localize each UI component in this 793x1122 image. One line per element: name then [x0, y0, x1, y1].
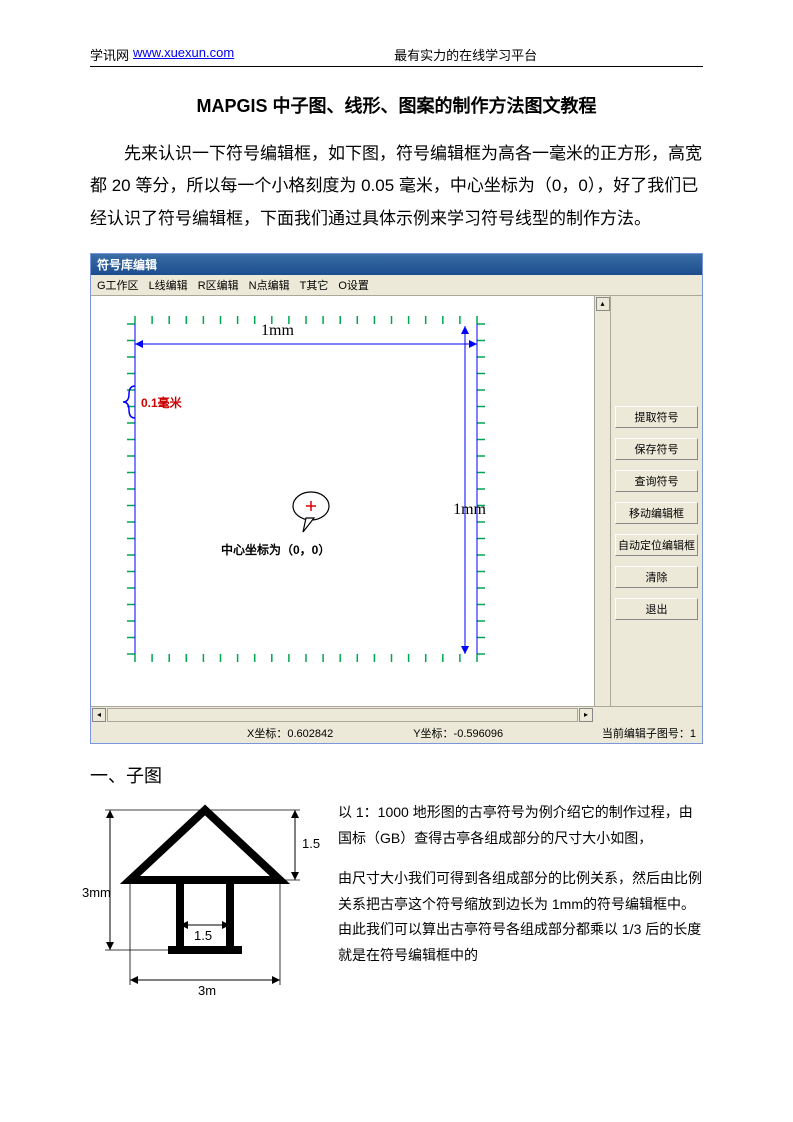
scroll-right-icon[interactable]: ▸	[579, 708, 593, 722]
statusbar: X坐标：0.602842 Y坐标：-0.596096 当前编辑子图号：1	[91, 723, 702, 743]
menu-point-edit[interactable]: N点编辑	[249, 277, 290, 293]
dim-total-h: 3mm	[82, 885, 112, 900]
site-label: 学讯网	[90, 45, 129, 64]
btn-auto-locate[interactable]: 自动定位编辑框	[615, 534, 698, 556]
window-titlebar: 符号库编辑	[91, 254, 702, 275]
tick-label: 0.1毫米	[141, 394, 182, 411]
symbol-editor-window: 符号库编辑 G工作区 L线编辑 R区编辑 N点编辑 T其它 O设置	[90, 253, 703, 744]
section1-para2: 由尺寸大小我们可得到各组成部分的比例关系，然后由比例关系把古亭这个符号缩放到边长…	[338, 866, 703, 970]
btn-move-frame[interactable]: 移动编辑框	[615, 502, 698, 524]
dim-label-right: 1mm	[453, 501, 486, 519]
btn-clear[interactable]: 清除	[615, 566, 698, 588]
btn-exit[interactable]: 退出	[615, 598, 698, 620]
menubar: G工作区 L线编辑 R区编辑 N点编辑 T其它 O设置	[91, 275, 702, 296]
menu-settings[interactable]: O设置	[338, 277, 369, 293]
menu-workspace[interactable]: G工作区	[97, 277, 139, 293]
dim-roof-h: 1.5	[302, 836, 320, 851]
side-panel: 提取符号 保存符号 查询符号 移动编辑框 自动定位编辑框 清除 退出	[610, 296, 702, 706]
dim-label-top: 1mm	[261, 322, 294, 340]
speech-bubble-icon	[286, 488, 336, 538]
pavilion-diagram: 3m 1.5 1.5 3mm	[90, 800, 320, 1020]
btn-extract-symbol[interactable]: 提取符号	[615, 406, 698, 428]
page-title: MAPGIS 中子图、线形、图案的制作方法图文教程	[90, 92, 703, 118]
status-id: 当前编辑子图号：1	[602, 725, 696, 741]
menu-line-edit[interactable]: L线编辑	[149, 277, 188, 293]
center-coord-label: 中心坐标为（0，0）	[221, 541, 330, 558]
status-y: Y坐标：-0.596096	[413, 725, 503, 741]
dim-post-gap: 1.5	[194, 928, 212, 943]
dim-total-w: 3m	[198, 983, 216, 998]
vertical-scrollbar[interactable]: ▴	[594, 296, 610, 706]
section1-para1: 以 1：1000 地形图的古亭符号为例介绍它的制作过程，由国标（GB）查得古亭各…	[338, 800, 703, 852]
site-link[interactable]: www.xuexun.com	[133, 45, 234, 64]
menu-region-edit[interactable]: R区编辑	[198, 277, 239, 293]
page-header: 学讯网 www.xuexun.com 最有实力的在线学习平台	[90, 45, 703, 67]
intro-paragraph: 先来认识一下符号编辑框，如下图，符号编辑框为高各一毫米的正方形，高宽都 20 等…	[90, 138, 703, 235]
canvas-area[interactable]: 1mm 1mm 0.1毫米 中心坐标为（0，0）	[91, 296, 594, 706]
header-tagline: 最有实力的在线学习平台	[394, 45, 537, 64]
section1-heading: 一、子图	[90, 762, 703, 788]
status-x: X坐标：0.602842	[247, 725, 333, 741]
horizontal-scrollbar[interactable]: ◂ ▸	[91, 707, 702, 723]
menu-other[interactable]: T其它	[300, 277, 329, 293]
btn-save-symbol[interactable]: 保存符号	[615, 438, 698, 460]
scroll-up-icon[interactable]: ▴	[596, 297, 610, 311]
btn-query-symbol[interactable]: 查询符号	[615, 470, 698, 492]
scroll-left-icon[interactable]: ◂	[92, 708, 106, 722]
